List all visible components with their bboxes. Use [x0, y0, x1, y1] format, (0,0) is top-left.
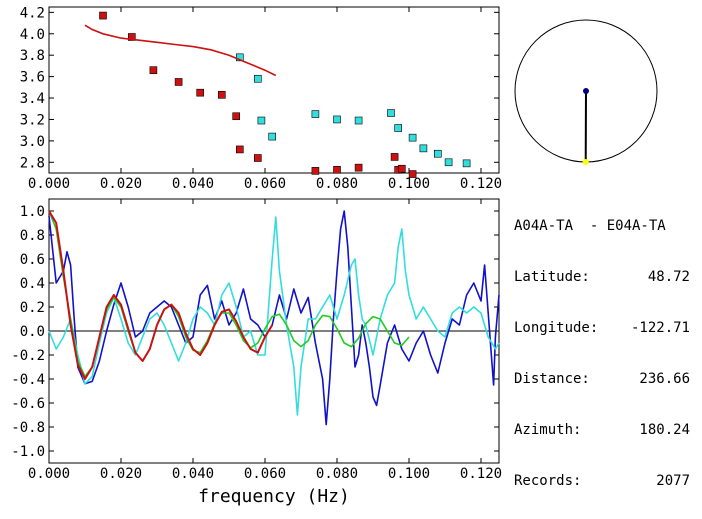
coherence-x-tick-label: 0.060	[244, 466, 286, 482]
velocity-panel: 0.000 0.020 0.040 0.060 0.080 0.100 0.120 2.8 3.…	[20, 5, 502, 192]
red-square-point	[236, 145, 244, 154]
info-value: 236.66	[639, 371, 690, 387]
velocity-y-tick-label: 3.6	[20, 70, 45, 86]
coherence-panel-series	[48, 210, 500, 426]
info-value: -122.71	[630, 320, 690, 336]
info-value: 2077	[656, 473, 690, 489]
cyan-square-point	[268, 132, 277, 141]
red-square-point	[333, 165, 341, 174]
coherence-y-tick-label: -0.2	[11, 348, 45, 364]
cyan-square-point	[257, 116, 266, 125]
red-square-point	[354, 163, 363, 172]
red-square-point	[174, 78, 183, 86]
station-pair: A04A-TA - E04A-TA	[514, 218, 666, 234]
velocity-fit-curve	[84, 24, 277, 77]
blue-series-line	[48, 210, 500, 426]
coherence-panel-ticks: 0.000 0.020 0.040 0.060 0.080 0.100 0.120 1.0 0.…	[11, 199, 502, 482]
velocity-x-tick-label: 0.020	[100, 176, 142, 192]
cyan-square-point	[354, 116, 363, 125]
velocity-panel-ticks: 0.000 0.020 0.040 0.060 0.080 0.100 0.120 2.8 3.…	[20, 5, 502, 192]
coherence-y-tick-label: 0.2	[20, 300, 45, 316]
cyan-square-point	[462, 159, 471, 168]
cyan-square-point	[408, 133, 417, 142]
info-row-records: Records: 2077	[514, 473, 690, 490]
red-square-point	[390, 153, 399, 161]
info-row-longitude: Longitude: -122.71	[514, 320, 690, 337]
red-square-point	[408, 170, 417, 178]
red-series-line	[48, 210, 274, 380]
cyan-square-point	[254, 74, 262, 83]
azimuth-tip-marker	[582, 159, 589, 165]
cyan-square-point	[236, 53, 244, 62]
coherence-x-tick-label: 0.080	[316, 466, 358, 482]
x-axis-label: frequency (Hz)	[198, 486, 350, 507]
red-square-point	[254, 154, 262, 162]
coherence-y-tick-label: 0.0	[20, 324, 45, 340]
velocity-panel-frame	[48, 6, 500, 174]
velocity-y-tick-label: 3.8	[20, 48, 45, 64]
coherence-x-tick-label: 0.120	[460, 466, 502, 482]
info-row-latitude: Latitude: 48.72	[514, 269, 690, 286]
cyan-square-point	[311, 110, 320, 118]
info-label: Azimuth:	[514, 422, 582, 438]
red-square-point	[218, 91, 226, 99]
red-square-point	[311, 167, 320, 175]
velocity-y-tick-label: 3.2	[20, 112, 45, 128]
velocity-x-tick-label: 0.000	[28, 176, 70, 192]
station-center-marker	[583, 88, 589, 94]
station-info: A04A-TA - E04A-TA Latitude: 48.72 Longitu…	[514, 184, 690, 507]
info-value: 48.72	[647, 269, 690, 285]
green-series-line	[48, 210, 410, 378]
coherence-x-tick-label: 0.000	[28, 466, 70, 482]
coherence-x-tick-label: 0.020	[100, 466, 142, 482]
red-square-point	[128, 33, 136, 41]
red-square-point	[232, 112, 240, 121]
velocity-x-tick-label: 0.060	[244, 176, 286, 192]
coherence-y-tick-label: 0.8	[20, 228, 45, 244]
info-row-distance: Distance: 236.66	[514, 371, 690, 388]
coherence-x-tick-label: 0.100	[388, 466, 430, 482]
cyan-square-point	[444, 158, 453, 167]
velocity-y-tick-label: 3.0	[20, 134, 45, 150]
coherence-y-tick-label: 0.6	[20, 252, 45, 268]
coherence-y-tick-label: 1.0	[20, 204, 45, 220]
red-square-point	[149, 66, 158, 74]
azimuth-dial	[514, 19, 658, 165]
info-label: Longitude:	[514, 320, 599, 336]
coherence-y-tick-label: -0.6	[11, 396, 45, 412]
velocity-x-tick-label: 0.080	[316, 176, 358, 192]
velocity-x-tick-label: 0.100	[388, 176, 430, 192]
velocity-x-tick-label: 0.040	[172, 176, 214, 192]
cyan-square-point	[333, 115, 341, 124]
coherence-y-tick-label: -0.8	[11, 420, 45, 436]
info-label: Records:	[514, 473, 582, 489]
info-label: Latitude:	[514, 269, 590, 285]
coherence-panel: 0.000 0.020 0.040 0.060 0.080 0.100 0.120 1.0 0.…	[11, 198, 502, 507]
cyan-square-point	[387, 109, 395, 117]
coherence-y-tick-label: -1.0	[11, 444, 45, 460]
info-value: 180.24	[639, 422, 690, 438]
cyan-series-line	[48, 216, 500, 416]
info-label: Distance:	[514, 371, 590, 387]
velocity-x-tick-label: 0.120	[460, 176, 502, 192]
info-row-azimuth: Azimuth: 180.24	[514, 422, 690, 439]
cyan-square-point	[419, 144, 428, 153]
velocity-panel-series	[84, 11, 471, 178]
coherence-x-tick-label: 0.040	[172, 466, 214, 482]
velocity-y-tick-label: 4.2	[20, 5, 45, 21]
red-square-point	[99, 11, 107, 20]
velocity-y-tick-label: 4.0	[20, 27, 45, 43]
red-square-point	[196, 88, 204, 97]
velocity-y-tick-label: 2.8	[20, 155, 45, 171]
coherence-y-tick-label: 0.4	[20, 276, 45, 292]
red-square-point	[397, 164, 406, 173]
coherence-y-tick-label: -0.4	[11, 372, 45, 388]
cyan-square-point	[433, 149, 442, 158]
velocity-y-tick-label: 3.4	[20, 91, 45, 107]
cyan-square-point	[394, 124, 403, 132]
